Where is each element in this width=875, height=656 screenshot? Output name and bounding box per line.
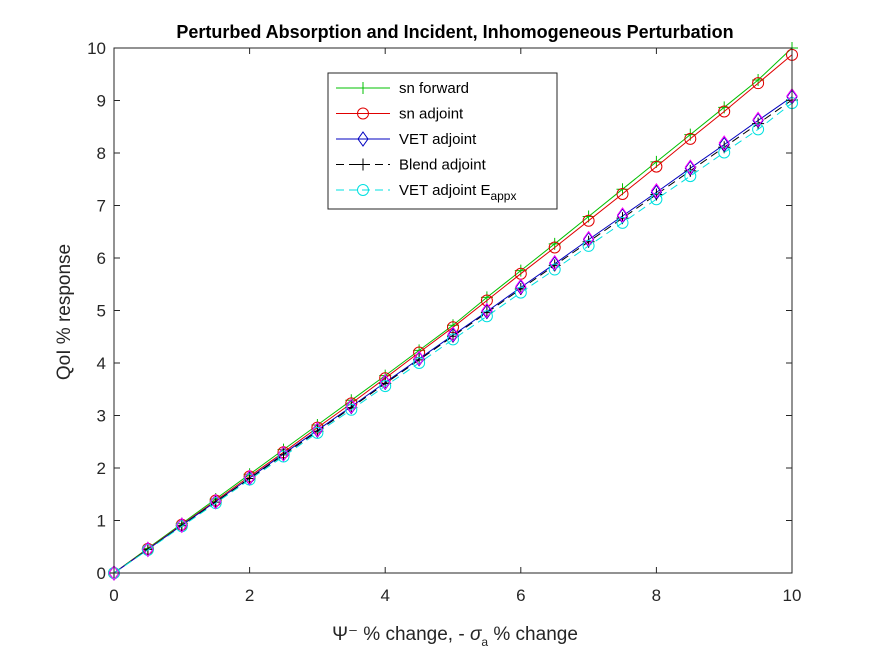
data-point xyxy=(379,374,391,390)
data-point xyxy=(684,132,697,145)
data-point xyxy=(582,214,595,227)
legend-entry: sn forward xyxy=(336,80,469,97)
x-tick-label: 4 xyxy=(380,586,389,605)
legend-label: VET adjoint xyxy=(399,131,477,148)
legend-marker xyxy=(357,184,369,196)
tick-labels: 0 2 4 6 8 10 0 1 2 3 4 5 6 7 8 9 10 xyxy=(87,39,801,605)
data-point xyxy=(277,450,290,463)
data-point xyxy=(582,230,595,247)
series-line xyxy=(113,99,793,574)
y-tick-label: 6 xyxy=(97,249,106,268)
data-point xyxy=(176,517,188,534)
data-point xyxy=(650,155,663,168)
x-axis-label: Ψ⁻ % change, - σa % change xyxy=(332,624,578,649)
data-point xyxy=(650,193,663,206)
data-point xyxy=(548,263,561,276)
data-point xyxy=(142,541,154,558)
x-tick-label: 6 xyxy=(516,586,525,605)
x-tick-label: 8 xyxy=(652,586,661,605)
data-point xyxy=(684,170,697,183)
data-point xyxy=(243,469,256,486)
magenta-diamond-markers xyxy=(108,87,798,581)
legend-entry: VET adjoint Eappx xyxy=(336,182,516,203)
legend-entry: Blend adjoint xyxy=(336,157,487,174)
data-point xyxy=(345,403,358,416)
data-point xyxy=(650,182,663,199)
y-tick-label: 4 xyxy=(97,354,106,373)
data-point xyxy=(718,135,730,151)
data-point xyxy=(616,187,629,200)
data-point xyxy=(549,254,561,271)
data-point xyxy=(481,302,493,319)
legend-label: sn forward xyxy=(399,80,469,97)
data-point xyxy=(718,146,731,159)
y-tick-label: 5 xyxy=(97,302,106,321)
data-point xyxy=(345,398,357,414)
data-point xyxy=(141,543,154,556)
data-point xyxy=(447,333,459,346)
legend-label: sn adjoint xyxy=(399,106,464,123)
data-point xyxy=(514,286,527,299)
y-tick-label: 9 xyxy=(97,92,106,111)
data-point xyxy=(413,357,426,369)
data-point xyxy=(108,565,120,581)
x-tick-label: 10 xyxy=(783,586,802,605)
legend-label: Blend adjoint xyxy=(399,157,487,174)
data-point xyxy=(752,123,765,136)
data-point xyxy=(480,310,493,323)
data-point xyxy=(311,426,324,439)
data-point xyxy=(718,105,731,118)
legend-marker xyxy=(357,158,369,171)
data-point xyxy=(616,207,629,223)
data-point xyxy=(379,380,392,393)
legend-entry: VET adjoint xyxy=(336,131,477,148)
chart-title: Perturbed Absorption and Incident, Inhom… xyxy=(176,22,733,42)
data-point xyxy=(447,319,459,332)
data-point xyxy=(684,159,696,176)
x-tick-label: 2 xyxy=(245,586,254,605)
data-point xyxy=(480,294,493,307)
data-point xyxy=(413,350,425,367)
y-tick-label: 10 xyxy=(87,39,106,58)
legend: sn forward sn adjoint VET adjoint Blend adj… xyxy=(327,72,558,210)
data-point xyxy=(616,216,629,229)
data-point xyxy=(447,326,459,342)
y-tick-label: 3 xyxy=(97,407,106,426)
legend-marker xyxy=(357,107,369,120)
y-tick-label: 0 xyxy=(97,564,106,583)
x-tick-label: 0 xyxy=(109,586,118,605)
data-point xyxy=(616,183,629,196)
legend-marker xyxy=(357,82,369,94)
data-point xyxy=(752,111,764,128)
data-point xyxy=(582,239,595,252)
data-point xyxy=(548,241,561,254)
data-point xyxy=(752,77,765,90)
y-axis-label: QoI % response xyxy=(54,244,75,380)
axes xyxy=(113,47,793,574)
legend-entry: sn adjoint xyxy=(336,106,464,123)
data-point xyxy=(311,421,324,438)
legend-marker xyxy=(357,131,369,147)
y-tick-label: 7 xyxy=(97,197,106,216)
y-tick-label: 1 xyxy=(97,512,106,531)
y-tick-label: 2 xyxy=(97,459,106,478)
legend-label: VET adjoint Eappx xyxy=(399,182,516,203)
data-point xyxy=(650,160,663,173)
data-point xyxy=(210,493,222,510)
data-point xyxy=(515,278,527,295)
series-line xyxy=(113,102,793,574)
data-point xyxy=(277,445,290,462)
y-tick-label: 8 xyxy=(97,144,106,163)
